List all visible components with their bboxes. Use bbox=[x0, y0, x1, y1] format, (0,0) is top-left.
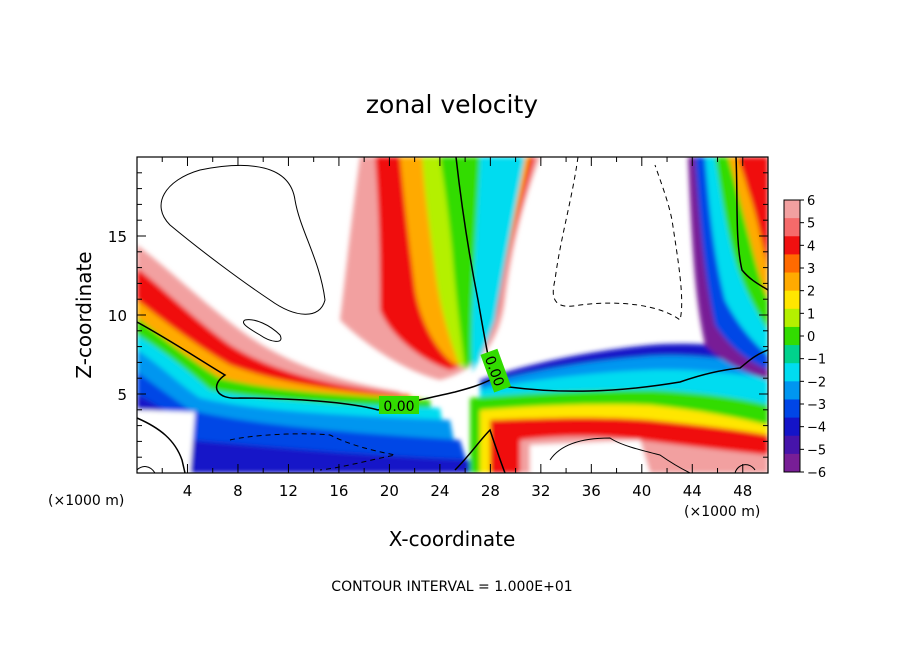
x-tick-label: 44 bbox=[683, 482, 702, 500]
colorbar-tick-label: 5 bbox=[807, 217, 815, 232]
colorbar-swatch bbox=[784, 453, 800, 473]
colorbar-tick-label: 6 bbox=[807, 194, 815, 209]
x-tick-label: 8 bbox=[233, 482, 243, 500]
x-tick-label: 32 bbox=[531, 482, 550, 500]
x-tick-label: 48 bbox=[733, 482, 752, 500]
x-tick-label: 36 bbox=[582, 482, 601, 500]
colorbar-tick-label: −6 bbox=[807, 466, 826, 481]
colorbar-swatch bbox=[784, 326, 800, 346]
colorbar-swatch bbox=[784, 381, 800, 400]
contour-zero-lower bbox=[137, 417, 186, 473]
contour-dashed-right bbox=[552, 157, 683, 321]
colorbar-swatch bbox=[784, 435, 800, 455]
contour-interval-footer: CONTOUR INTERVAL = 1.000E+01 bbox=[331, 579, 572, 595]
colorbar-swatch bbox=[784, 399, 800, 419]
colorbar-tick-label: −5 bbox=[807, 443, 826, 458]
colorbar-swatch bbox=[784, 308, 800, 328]
x-axis-label: X-coordinate bbox=[389, 527, 516, 551]
colorbar-tick-label: 0 bbox=[807, 330, 815, 345]
colorbar-swatch bbox=[784, 290, 800, 310]
colorbar-swatch bbox=[784, 200, 800, 219]
x-tick-label: 16 bbox=[329, 482, 348, 500]
contour-label-text: 0.00 bbox=[383, 399, 414, 415]
colorbar-swatch bbox=[784, 363, 800, 382]
y-axis-label: Z-coordinate bbox=[72, 251, 96, 378]
x-axis-unit-right: (×1000 m) bbox=[684, 504, 760, 520]
contour-small-circle bbox=[734, 464, 756, 473]
velocity-field bbox=[137, 157, 768, 473]
colorbar-swatch bbox=[784, 236, 800, 255]
colorbar: 6 5 4 3 2 1 0 −1 −2 −3 −4 −5 −6 bbox=[783, 194, 826, 481]
colorbar-tick-label: 4 bbox=[807, 239, 815, 254]
colorbar-tick-label: −2 bbox=[807, 375, 826, 390]
colorbar-swatch bbox=[784, 254, 800, 274]
contour-upper-left bbox=[160, 165, 326, 315]
colorbar-tick-label: 2 bbox=[807, 285, 815, 300]
contour-zero-right bbox=[494, 349, 768, 392]
x-tick-label: 28 bbox=[481, 482, 500, 500]
colorbar-swatch bbox=[784, 417, 800, 437]
colorbar-tick-label: −4 bbox=[807, 421, 826, 436]
contour-zero-right-top bbox=[735, 157, 768, 291]
colorbar-tick-label: −1 bbox=[807, 353, 826, 368]
colorbar-tick-label: 3 bbox=[807, 262, 815, 277]
x-axis: 4 8 12 16 20 24 28 32 36 40 44 48 bbox=[161, 157, 752, 500]
colorbar-tick-label: 1 bbox=[807, 307, 815, 322]
y-tick-label: 15 bbox=[108, 228, 127, 246]
contour-zero-left bbox=[137, 321, 491, 411]
chart-title: zonal velocity bbox=[366, 90, 538, 119]
contour-lower-right bbox=[549, 437, 691, 473]
x-tick-label: 12 bbox=[279, 482, 298, 500]
y-tick-label: 5 bbox=[117, 386, 127, 404]
x-tick-label: 24 bbox=[430, 482, 449, 500]
x-tick-label: 20 bbox=[380, 482, 399, 500]
colorbar-swatch bbox=[784, 272, 800, 292]
colorbar-swatch bbox=[784, 345, 800, 364]
contour-corner-left bbox=[137, 466, 156, 473]
colorbar-tick-label: −3 bbox=[807, 398, 826, 413]
contour-zero-lower-mid bbox=[454, 428, 506, 473]
y-tick-label: 10 bbox=[108, 307, 127, 325]
x-tick-label: 4 bbox=[183, 482, 193, 500]
y-axis: 5 10 15 bbox=[108, 172, 768, 458]
plot-area: 0.00 0.00 bbox=[137, 157, 768, 473]
x-axis-unit-left: (×1000 m) bbox=[48, 493, 124, 509]
contour-label-1: 0.00 bbox=[379, 396, 419, 415]
contour-dashed-lower-left bbox=[229, 433, 396, 471]
contour-small-ellipse bbox=[243, 319, 282, 342]
x-tick-label: 40 bbox=[632, 482, 651, 500]
colorbar-swatch bbox=[784, 218, 800, 237]
